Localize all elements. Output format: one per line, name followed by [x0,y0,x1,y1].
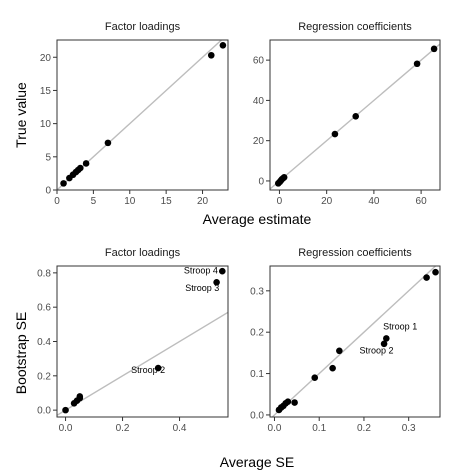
data-point [82,160,90,167]
panel-title: Factor loadings [105,21,181,33]
bottom-x-axis-title: Average SE [220,454,294,470]
point-annotation: Stroop 3 [185,283,219,293]
data-point [104,139,112,147]
data-point [219,42,227,49]
panel-frame [56,39,229,191]
y-tick-label: 0.0 [37,406,51,417]
annotation-leader-line [219,270,224,273]
y-tick-label: 0.2 [250,328,264,339]
data-point [413,60,421,68]
data-point [430,45,438,53]
top-y-axis-title: True value [13,82,29,148]
y-tick-label: 10 [40,119,52,130]
data-point [62,406,69,414]
panel-title: Regression coefficients [298,247,412,259]
panel-frame [56,265,229,418]
data-point [432,268,439,276]
x-tick-label: 5 [91,196,97,207]
data-point [213,279,220,286]
data-point [280,174,288,181]
data-point [60,180,67,187]
x-tick-label: 0.2 [357,423,371,434]
data-point [352,113,360,120]
y-tick-label: 15 [40,86,52,97]
panel-bottom-right: Regression coefficients 0.0 0.1 0.2 0.3 0.0 0.… [250,247,441,434]
y-tick-label: 0.4 [37,337,51,348]
y-tick-label: 0 [258,176,264,187]
point-annotation: Stroop 4 [184,266,218,276]
data-point [154,364,162,372]
x-tick-label: 0.4 [173,423,187,434]
panel-frame [269,265,441,418]
panel-title: Factor loadings [105,247,181,259]
y-tick-label: 40 [253,96,265,107]
reference-line [271,266,437,417]
x-tick-label: 0.2 [116,423,130,434]
data-point [423,274,430,281]
top-x-axis-title: Average estimate [203,211,312,227]
y-tick-label: 0.0 [250,410,264,421]
data-point [76,393,84,400]
x-tick-label: 0 [54,196,60,207]
reference-line [57,311,228,416]
data-point [311,374,319,381]
x-tick-label: 60 [416,196,428,207]
y-tick-label: 0.3 [250,286,264,297]
panel-bottom-left: Factor loadings 0.0 0.2 0.4 0.0 0.2 0.4 0.6 0.8 S… [37,247,229,434]
data-point [331,130,339,138]
x-tick-label: 20 [321,196,333,207]
y-tick-label: 0 [45,186,51,197]
point-annotation: Stroop 2 [359,346,393,356]
point-annotation: Stroop 2 [131,365,165,375]
x-tick-label: 0.0 [268,423,282,434]
x-tick-label: 0.1 [312,423,326,434]
data-point [207,51,215,59]
data-point [76,164,84,172]
y-tick-label: 20 [253,136,265,147]
data-point [291,399,298,406]
x-tick-label: 15 [161,196,173,207]
x-tick-label: 0.3 [402,423,416,434]
data-point [383,335,390,342]
x-tick-label: 0 [277,196,283,207]
data-point [329,364,336,372]
y-tick-label: 0.1 [250,369,264,380]
x-tick-label: 10 [124,196,136,207]
bottom-y-axis-title: Bootstrap SE [13,312,29,395]
y-tick-label: 20 [40,53,52,64]
data-point [336,347,343,355]
panel-frame [269,39,441,191]
point-annotation: Stroop 1 [383,321,417,331]
y-tick-label: 0.8 [37,268,51,279]
data-point [380,340,388,348]
x-tick-label: 0.0 [59,423,73,434]
panel-title: Regression coefficients [298,21,412,33]
y-tick-label: 0.6 [37,303,51,314]
data-point [284,398,292,405]
y-tick-label: 0.2 [37,371,51,382]
y-tick-label: 60 [253,56,265,67]
x-tick-label: 20 [197,196,209,207]
panel-top-right: Regression coefficients 0 20 40 60 0 20 40 60 [253,21,441,207]
x-tick-label: 40 [368,196,380,207]
y-tick-label: 5 [45,152,51,163]
panel-top-left: Factor loadings 0 5 10 15 20 0 5 10 15 20 [40,21,229,207]
